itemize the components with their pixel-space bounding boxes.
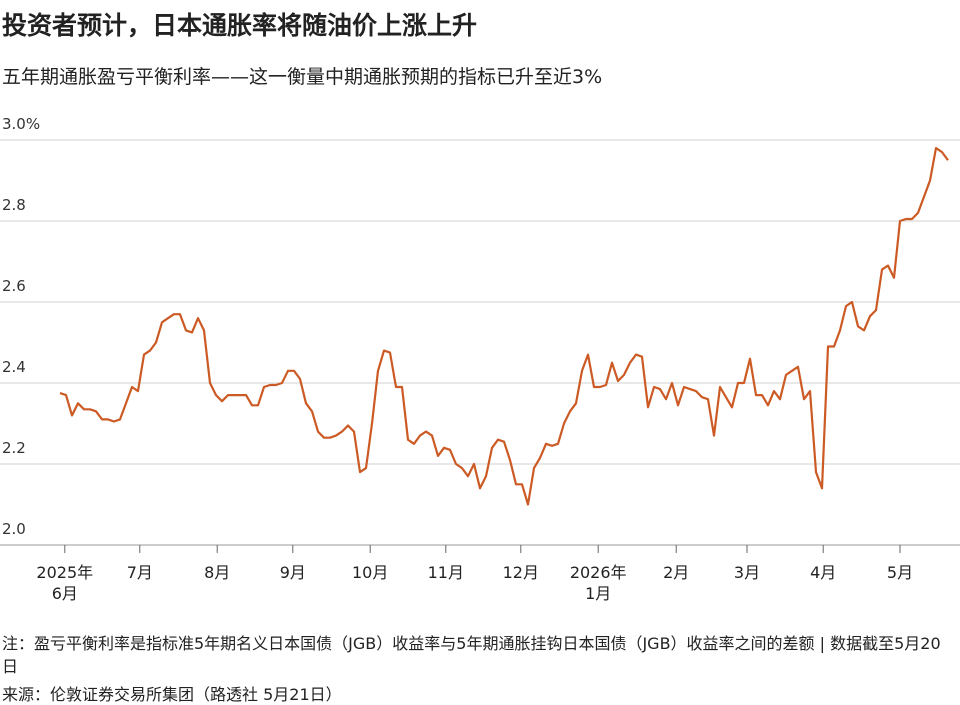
chart-title: 投资者预计，日本通胀率将随油价上涨上升 <box>2 11 478 40</box>
x-tick-label: 12月 <box>502 563 539 582</box>
x-tick-label: 2025年 6月 <box>36 563 94 603</box>
y-tick-label: 3.0% <box>2 115 40 133</box>
data-line <box>59 147 949 506</box>
x-tick-label: 4月 <box>810 563 837 582</box>
x-tick-label: 2026年 1月 <box>569 563 627 603</box>
x-tick-label: 2月 <box>663 563 690 582</box>
chart-subtitle: 五年期通胀盈亏平衡利率——这一衡量中期通胀预期的指标已升至近3% <box>2 66 603 88</box>
x-tick-label: 5月 <box>886 563 914 582</box>
y-tick-label: 2.2 <box>2 439 26 457</box>
x-tick-label: 7月 <box>126 563 153 582</box>
x-tick-label: 3月 <box>733 563 761 582</box>
note: 注：盈亏平衡利率是指标准5年期名义日本国债（JGB）收益率与5年期通胀挂钩日本国… <box>2 634 941 676</box>
source: 来源：伦敦证券交易所集团（路透社 5月21日） <box>2 685 342 704</box>
x-tick-label: 9月 <box>279 563 306 582</box>
y-tick-label: 2.8 <box>2 196 26 214</box>
x-tick-label: 8月 <box>204 563 231 582</box>
y-tick-label: 2.6 <box>2 277 26 295</box>
x-tick-label: 10月 <box>352 563 389 582</box>
y-tick-label: 2.0 <box>2 520 26 538</box>
y-tick-label: 2.4 <box>2 358 26 376</box>
x-tick-label: 11月 <box>427 563 464 582</box>
